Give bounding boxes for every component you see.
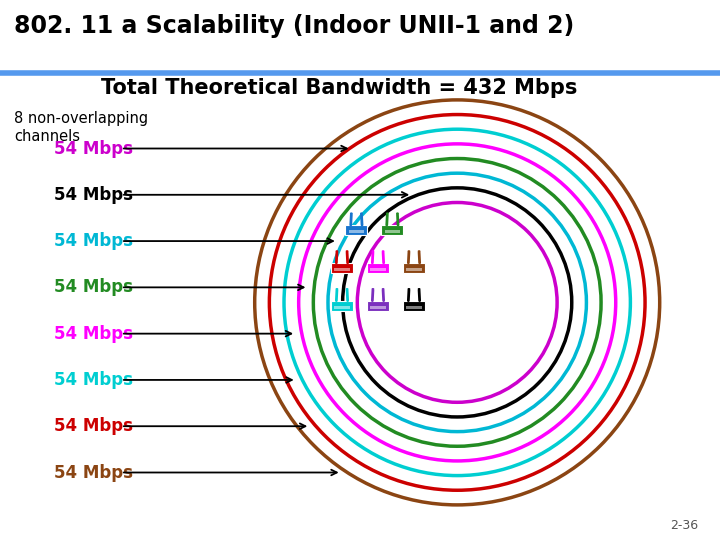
- Text: 54 Mbps: 54 Mbps: [54, 463, 133, 482]
- Text: 54 Mbps: 54 Mbps: [54, 139, 133, 158]
- Bar: [334, 306, 350, 309]
- Circle shape: [372, 288, 374, 290]
- Circle shape: [372, 250, 374, 252]
- Text: 8 non-overlapping
channels: 8 non-overlapping channels: [14, 111, 148, 144]
- Circle shape: [418, 288, 420, 290]
- Bar: [367, 263, 389, 273]
- Circle shape: [418, 250, 420, 252]
- Bar: [346, 225, 367, 235]
- Text: 54 Mbps: 54 Mbps: [54, 278, 133, 296]
- Bar: [406, 306, 422, 309]
- Bar: [406, 268, 422, 271]
- Circle shape: [346, 288, 348, 290]
- Circle shape: [336, 288, 338, 290]
- Bar: [403, 263, 425, 273]
- Bar: [348, 230, 364, 233]
- Circle shape: [360, 212, 363, 214]
- Bar: [382, 225, 403, 235]
- Bar: [331, 301, 353, 310]
- Circle shape: [346, 250, 348, 252]
- Text: Total Theoretical Bandwidth = 432 Mbps: Total Theoretical Bandwidth = 432 Mbps: [101, 78, 577, 98]
- Bar: [367, 301, 389, 310]
- Bar: [403, 301, 425, 310]
- Text: 54 Mbps: 54 Mbps: [54, 186, 133, 204]
- Bar: [334, 268, 350, 271]
- Circle shape: [350, 212, 353, 214]
- Circle shape: [396, 212, 399, 214]
- Bar: [370, 306, 386, 309]
- Text: 802. 11 a Scalability (Indoor UNII-1 and 2): 802. 11 a Scalability (Indoor UNII-1 and…: [14, 14, 575, 37]
- Circle shape: [382, 288, 384, 290]
- Text: 54 Mbps: 54 Mbps: [54, 232, 133, 250]
- Bar: [370, 268, 386, 271]
- Circle shape: [336, 250, 338, 252]
- Circle shape: [382, 250, 384, 252]
- Text: 54 Mbps: 54 Mbps: [54, 417, 133, 435]
- Circle shape: [408, 288, 410, 290]
- Bar: [384, 230, 400, 233]
- Bar: [331, 263, 353, 273]
- Circle shape: [386, 212, 389, 214]
- Text: 54 Mbps: 54 Mbps: [54, 371, 133, 389]
- Text: 2-36: 2-36: [670, 519, 698, 532]
- Circle shape: [408, 250, 410, 252]
- Text: 54 Mbps: 54 Mbps: [54, 325, 133, 343]
